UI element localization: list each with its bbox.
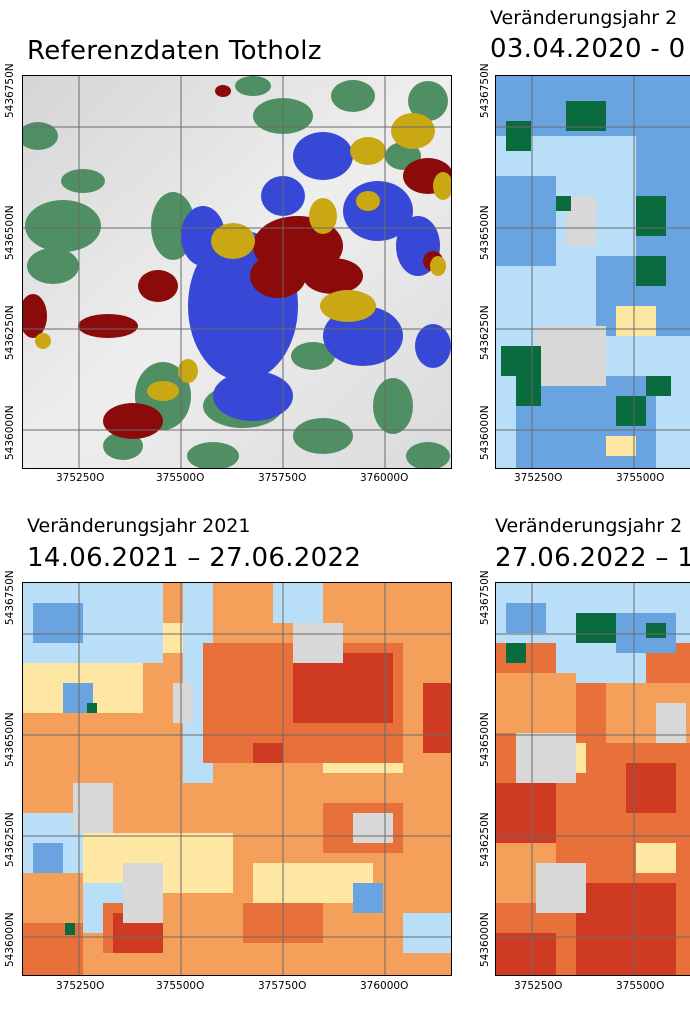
panel-title-2021-line2: 14.06.2021 – 27.06.2022 (27, 543, 362, 573)
map-2022-svg (496, 583, 690, 975)
x-tick-label: 375750O (258, 980, 307, 992)
y-tick-label: 5436250N (479, 305, 491, 360)
y-tick-label: 5436250N (4, 305, 16, 360)
y-tick-label: 5436500N (4, 205, 16, 260)
panel-title-2020-line1: Veränderungsjahr 2 (490, 7, 678, 29)
y-tick-label: 5436750N (479, 570, 491, 625)
map-change-2021 (22, 582, 452, 976)
reference-map-svg (23, 76, 451, 468)
y-tick-label: 5436000N (479, 405, 491, 460)
x-tick-label: 376000O (360, 980, 409, 992)
panel-title-2021-line1: Veränderungsjahr 2021 (27, 515, 251, 537)
x-tick-label: 375500O (616, 980, 665, 992)
y-tick-label: 5436500N (479, 712, 491, 767)
x-tick-label: 375250O (56, 472, 105, 484)
y-tick-label: 5436000N (479, 912, 491, 967)
panel-title-2022-line1: Veränderungsjahr 2 (495, 515, 683, 537)
map-2020-svg (496, 76, 690, 468)
x-tick-label: 375750O (258, 472, 307, 484)
map-2021-svg (23, 583, 451, 975)
map-change-2022 (495, 582, 690, 976)
map-change-2020 (495, 75, 690, 469)
y-tick-label: 5436500N (4, 712, 16, 767)
y-tick-label: 5436750N (479, 63, 491, 118)
panel-title-2022-line2: 27.06.2022 – 1 (495, 543, 690, 573)
y-tick-label: 5436250N (4, 812, 16, 867)
y-tick-label: 5436750N (4, 63, 16, 118)
x-tick-label: 376000O (360, 472, 409, 484)
x-tick-label: 375500O (616, 472, 665, 484)
map-reference (22, 75, 452, 469)
y-tick-label: 5436750N (4, 570, 16, 625)
y-tick-label: 5436250N (479, 812, 491, 867)
panel-title-2020-line2: 03.04.2020 - 0 (490, 34, 686, 64)
x-tick-label: 375250O (514, 472, 563, 484)
graticule (23, 76, 451, 468)
x-tick-label: 375250O (514, 980, 563, 992)
y-tick-label: 5436000N (4, 405, 16, 460)
x-tick-label: 375500O (156, 980, 205, 992)
y-tick-label: 5436500N (479, 205, 491, 260)
x-tick-label: 375500O (156, 472, 205, 484)
y-tick-label: 5436000N (4, 912, 16, 967)
ref-class-gold (35, 113, 451, 401)
panel-title-reference: Referenzdaten Totholz (27, 36, 322, 66)
x-tick-label: 375250O (56, 980, 105, 992)
